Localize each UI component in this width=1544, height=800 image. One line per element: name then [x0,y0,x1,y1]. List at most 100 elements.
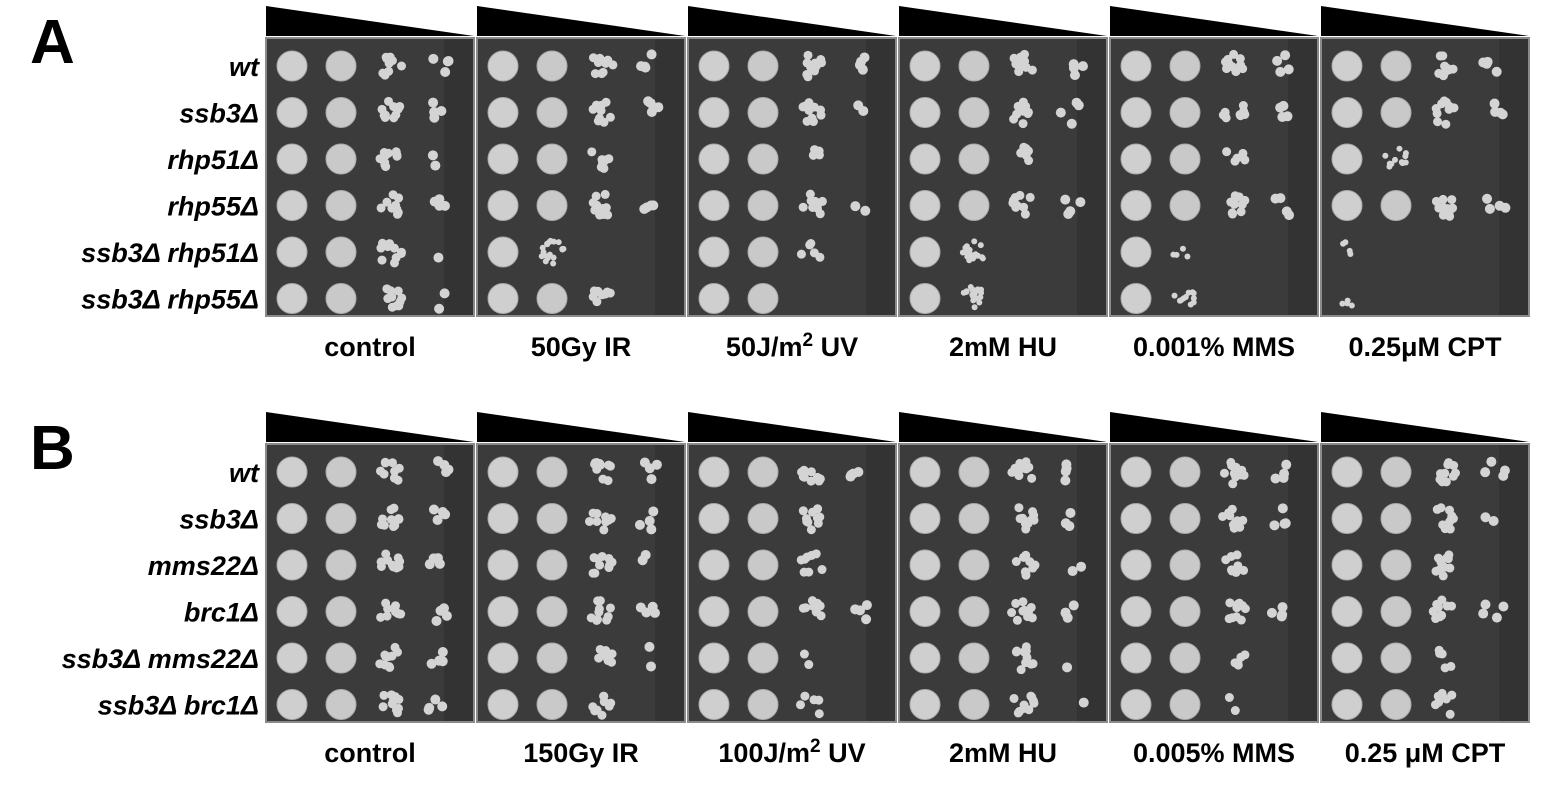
colony [643,96,654,107]
spot [1169,689,1201,720]
colony [1402,150,1409,157]
colony [599,525,609,535]
colony [592,516,602,526]
condition-label: 150Gy IR [523,738,639,768]
colony [593,596,603,606]
dilution-wedge [1321,6,1529,36]
dilution-wedge [899,412,1107,442]
spot [1380,97,1412,128]
colony [1011,598,1021,608]
colony [848,468,859,479]
spot [909,549,941,581]
colony [1060,194,1071,205]
colony [1018,119,1028,129]
colony [376,203,386,213]
colony [1233,658,1243,668]
spot [487,549,519,581]
spot [1331,549,1363,581]
spot [1169,456,1201,488]
colony [1065,507,1076,518]
spot [958,456,990,488]
colony [1015,190,1025,200]
colony [1021,144,1031,154]
spot [487,50,519,82]
colony [1283,64,1294,75]
colony [648,506,659,517]
colony [1182,294,1189,301]
spot [1120,503,1152,534]
spot [698,596,730,627]
colony [809,102,819,112]
colony [430,160,441,171]
colony [1278,100,1289,111]
colony [1179,245,1186,252]
colony [598,67,608,77]
colony [594,653,604,663]
colony [1171,292,1178,299]
colony [1068,59,1079,70]
colony [1076,561,1087,572]
panel-letter: B [30,414,75,483]
plate [1320,37,1530,317]
colony [1281,206,1292,217]
colony [1077,61,1088,72]
colony [816,58,826,68]
colony [1346,247,1353,254]
colony [1027,473,1037,483]
colony [1021,101,1031,111]
spot [1120,596,1152,627]
colony [1428,606,1438,616]
colony [1482,193,1493,204]
dilution-wedge [477,412,685,442]
plate-edge [655,39,684,315]
spot [536,689,568,720]
colony [1064,521,1075,532]
colony [1437,477,1447,487]
colony [647,601,658,612]
colony [806,467,816,477]
colony [1228,479,1238,489]
colony [1500,202,1511,213]
colony [1229,49,1239,59]
spot [276,143,308,175]
spot [1380,456,1412,488]
colony [816,110,826,120]
colony [378,702,388,712]
colony [437,646,448,657]
spot [1169,50,1201,82]
colony [798,506,808,516]
colony [799,472,809,482]
colony [386,286,396,296]
colony [800,691,810,701]
colony [641,202,652,213]
spot [747,143,779,175]
colony [1275,193,1286,204]
spot [747,236,779,268]
colony [1449,461,1459,471]
colony [550,260,557,267]
spot [698,283,730,314]
strain-label: ssb3Δ brc1Δ [98,691,259,721]
colony [378,514,388,524]
condition-label: 0.25μM CPT [1348,332,1502,362]
colony [593,286,603,296]
colony [546,239,553,246]
colony [1498,601,1509,612]
spot [958,549,990,581]
colony [1447,195,1457,205]
colony [389,243,399,253]
colony [592,101,602,111]
colony [1020,209,1030,219]
condition-label: 50J/m2 UV [726,330,858,362]
colony [1499,465,1510,476]
colony [963,288,970,295]
strain-label: rhp51Δ [167,145,259,175]
spots [909,49,1088,314]
colony [1275,66,1286,77]
colony [1491,612,1502,623]
colony [539,244,546,251]
colony [807,113,817,123]
colony [601,512,611,522]
spots [1120,456,1292,720]
